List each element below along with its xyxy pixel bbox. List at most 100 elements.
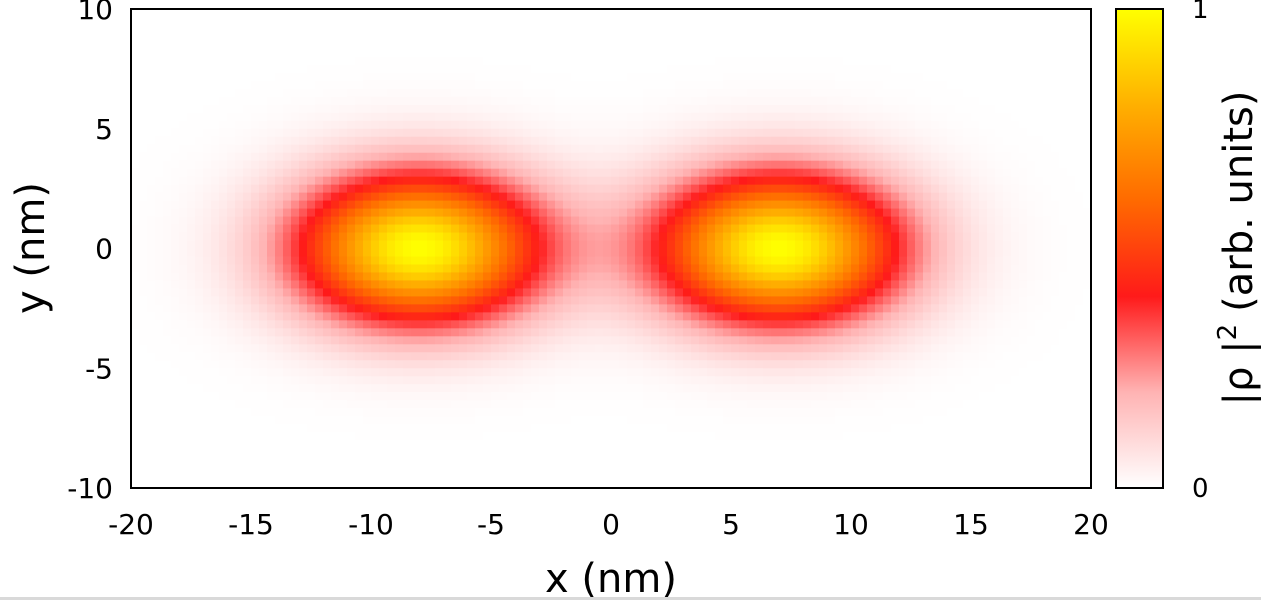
heatmap-cell (771, 272, 780, 282)
heatmap-cell (579, 64, 588, 74)
heatmap-cell (235, 56, 244, 66)
heatmap-cell (467, 168, 476, 178)
heatmap-cell (299, 136, 308, 146)
heatmap-cell (499, 464, 508, 473)
heatmap-cell (267, 400, 276, 409)
heatmap-cell (571, 136, 580, 146)
heatmap-cell (667, 96, 676, 106)
heatmap-cell (731, 96, 740, 106)
heatmap-cell (547, 288, 556, 297)
heatmap-cell (203, 152, 212, 162)
heatmap-cell (515, 128, 524, 138)
heatmap-cell (267, 9, 276, 18)
heatmap-cell (251, 312, 260, 321)
heatmap-cell (195, 480, 204, 488)
heatmap-cell (275, 384, 284, 393)
heatmap-cell (635, 464, 644, 473)
heatmap-cell (339, 320, 348, 329)
heatmap-cell (643, 344, 652, 353)
heatmap-cell (203, 112, 212, 122)
heatmap-cell (787, 224, 796, 234)
heatmap-cell (195, 120, 204, 130)
heatmap-cell (667, 424, 676, 433)
heatmap-cell (227, 408, 236, 417)
heatmap-cell (259, 160, 268, 170)
heatmap-cell (171, 72, 180, 82)
heatmap-cell (747, 192, 756, 202)
heatmap-cell (211, 416, 220, 425)
heatmap-cell (539, 360, 548, 369)
heatmap-cell (171, 144, 180, 154)
heatmap-cell (635, 200, 644, 210)
heatmap-cell (131, 408, 140, 417)
heatmap-cell (707, 320, 716, 329)
heatmap-cell (219, 328, 228, 337)
heatmap-cell (467, 88, 476, 98)
heatmap-cell (731, 448, 740, 457)
heatmap-cell (675, 280, 684, 290)
heatmap-cell (211, 160, 220, 170)
heatmap-cell (371, 320, 380, 329)
heatmap-cell (643, 256, 652, 266)
heatmap-cell (771, 416, 780, 425)
heatmap-cell (691, 208, 700, 218)
heatmap-cell (531, 200, 540, 210)
heatmap-cell (643, 104, 652, 114)
heatmap-cell (267, 304, 276, 313)
heatmap-cell (523, 352, 532, 361)
heatmap-cell (715, 312, 724, 321)
heatmap-cell (139, 232, 148, 242)
heatmap-cell (723, 40, 732, 50)
heatmap-cell (139, 96, 148, 106)
heatmap-cell (315, 456, 324, 465)
heatmap-cell (435, 288, 444, 297)
heatmap-cell (355, 40, 364, 50)
heatmap-cell (171, 136, 180, 146)
heatmap-cell (147, 112, 156, 122)
heatmap-cell (363, 64, 372, 74)
heatmap-cell (491, 56, 500, 66)
heatmap-cell (443, 376, 452, 385)
heatmap-cell (603, 120, 612, 130)
heatmap-cell (315, 432, 324, 441)
heatmap-cell (491, 336, 500, 345)
heatmap-cell (491, 152, 500, 162)
heatmap-cell (387, 24, 396, 34)
heatmap-cell (795, 120, 804, 130)
heatmap-cell (683, 280, 692, 290)
heatmap-cell (139, 352, 148, 361)
heatmap-cell (539, 96, 548, 106)
heatmap-cell (531, 56, 540, 66)
heatmap-cell (307, 56, 316, 66)
heatmap-cell (555, 152, 564, 162)
heatmap-cell (427, 264, 436, 274)
heatmap-cell (707, 312, 716, 321)
heatmap-cell (523, 192, 532, 202)
heatmap-cell (155, 216, 164, 226)
heatmap-cell (547, 208, 556, 218)
heatmap-cell (299, 440, 308, 449)
heatmap-cell (235, 184, 244, 194)
heatmap-cell (555, 360, 564, 369)
heatmap-cell (651, 376, 660, 385)
heatmap-cell (579, 248, 588, 258)
heatmap-cell (339, 352, 348, 361)
heatmap-cell (755, 336, 764, 345)
heatmap-cell (371, 392, 380, 401)
heatmap-cell (131, 304, 140, 313)
heatmap-cell (627, 280, 636, 290)
heatmap-cell (459, 296, 468, 305)
heatmap-cell (571, 16, 580, 26)
heatmap-cell (411, 336, 420, 345)
heatmap-cell (627, 480, 636, 488)
heatmap-cell (739, 208, 748, 218)
heatmap-cell (411, 424, 420, 433)
heatmap-cell (139, 248, 148, 258)
heatmap-cell (723, 200, 732, 210)
heatmap-cell (611, 392, 620, 401)
heatmap-cell (651, 176, 660, 186)
heatmap-cell (579, 224, 588, 234)
heatmap-cell (475, 32, 484, 42)
heatmap-cell (363, 312, 372, 321)
heatmap-cell (347, 224, 356, 234)
